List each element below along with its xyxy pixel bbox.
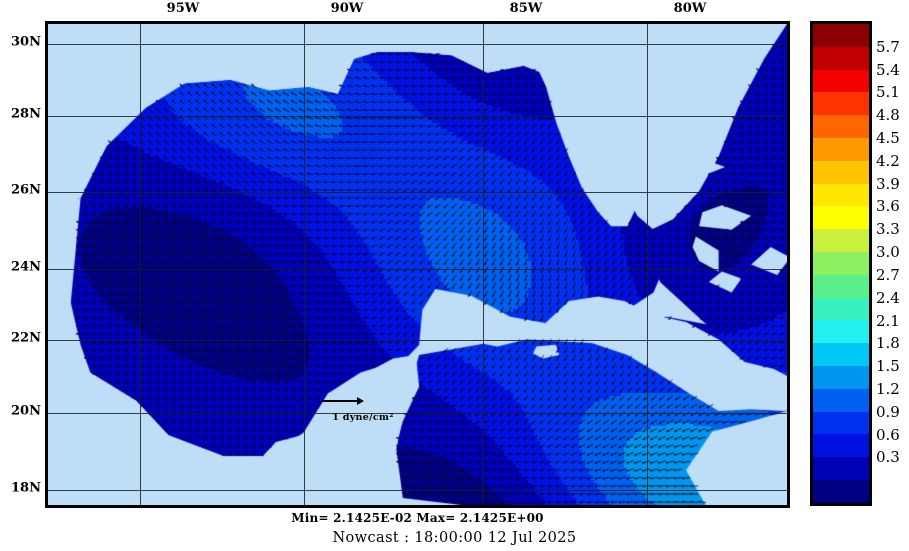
colorbar-tick-label: 2.4 xyxy=(876,288,900,307)
colorbar-band xyxy=(813,24,869,47)
colorbar-band xyxy=(813,160,869,184)
map-plot-area[interactable]: 1 dyne/cm² xyxy=(45,21,790,508)
nowcast-timestamp: Nowcast : 18:00:00 12 Jul 2025 xyxy=(332,530,577,546)
right-arrow-icon xyxy=(321,396,367,406)
lon-tick-label: 85W xyxy=(509,1,543,16)
colorbar-tick-label: 3.0 xyxy=(876,243,900,262)
vector-key-label: 1 dyne/cm² xyxy=(332,412,394,423)
arrow-shaft xyxy=(321,400,361,402)
lon-tick-label: 95W xyxy=(166,1,200,16)
colorbar-band xyxy=(813,206,869,230)
colorbar-band xyxy=(813,343,869,366)
colorbar-tick-label: 1.2 xyxy=(876,379,900,398)
colorbar-band xyxy=(813,434,869,458)
colorbar-band xyxy=(813,115,869,138)
latitude-axis: 30N 28N 26N 24N 22N 20N 18N xyxy=(0,0,45,551)
colorbar-tick-label: 5.4 xyxy=(876,60,900,79)
colorbar-band xyxy=(813,69,869,93)
colorbar-band xyxy=(813,183,869,207)
lat-tick-label: 26N xyxy=(11,182,41,198)
colorbar-tick-label: 0.9 xyxy=(876,402,900,421)
colorbar-band xyxy=(813,365,869,389)
colorbar-tick-label: 4.5 xyxy=(876,129,900,148)
lon-tick-label: 90W xyxy=(330,1,364,16)
gridline-lat-22n xyxy=(48,340,787,341)
colorbar-band xyxy=(813,320,869,344)
lat-tick-label: 22N xyxy=(11,330,41,346)
colorbar-band xyxy=(813,411,869,435)
gridline-lat-26n xyxy=(48,192,787,193)
colorbar-tick-labels: 5.7 5.4 5.1 4.8 4.5 4.2 3.9 3.6 3.3 3.0 2.7 2.4 2.1 1… xyxy=(876,21,909,506)
gridline-lat-30n xyxy=(48,44,787,45)
colorbar-band xyxy=(813,251,869,275)
lat-tick-label: 18N xyxy=(11,480,41,496)
colorbar-band xyxy=(813,457,869,480)
gridline-lon-80w xyxy=(647,24,648,505)
colorbar-tick-label: 2.7 xyxy=(876,265,900,284)
lat-tick-label: 30N xyxy=(11,34,41,50)
gridline-lat-18n xyxy=(48,490,787,491)
colorbar-band xyxy=(813,46,869,70)
colorbar-tick-label: 1.5 xyxy=(876,357,900,376)
colorbar-band xyxy=(813,92,869,116)
colorbar-band xyxy=(813,274,869,298)
colorbar-tick-label: 0.3 xyxy=(876,448,900,467)
lat-tick-label: 24N xyxy=(11,259,41,275)
longitude-axis: 95W 90W 85W 80W xyxy=(0,0,909,21)
colorbar-band xyxy=(813,479,869,503)
map-canvas-container: 1 dyne/cm² xyxy=(48,24,787,505)
lat-tick-label: 28N xyxy=(11,106,41,122)
colorbar-band xyxy=(813,137,869,161)
colorbar-tick-label: 3.3 xyxy=(876,220,900,239)
gridline-lat-24n xyxy=(48,269,787,270)
lon-tick-label: 80W xyxy=(673,1,707,16)
arrow-head xyxy=(357,396,364,405)
wind-stress-field xyxy=(48,24,787,505)
colorbar-tick-label: 2.1 xyxy=(876,311,900,330)
colorbar-gradient xyxy=(810,21,872,506)
colorbar-band xyxy=(813,388,869,412)
colorbar-tick-label: 4.2 xyxy=(876,151,900,170)
vector-scale-key: 1 dyne/cm² xyxy=(313,388,413,434)
lat-tick-label: 20N xyxy=(11,403,41,419)
colorbar-tick-label: 5.7 xyxy=(876,37,900,56)
colorbar-legend: 5.7 5.4 5.1 4.8 4.5 4.2 3.9 3.6 3.3 3.0 2.7 2.4 2.1 1… xyxy=(810,21,909,508)
colorbar-band xyxy=(813,229,869,252)
gridline-lon-85w xyxy=(483,24,484,505)
gridline-lon-90w xyxy=(304,24,305,505)
gridline-lat-28n xyxy=(48,116,787,117)
colorbar-tick-label: 5.1 xyxy=(876,83,900,102)
gridline-lat-20n xyxy=(48,413,787,414)
gridline-lon-95w xyxy=(140,24,141,505)
colorbar-tick-label: 4.8 xyxy=(876,106,900,125)
min-max-stats: Min= 2.1425E-02 Max= 2.1425E+00 xyxy=(291,511,544,525)
colorbar-tick-label: 3.6 xyxy=(876,197,900,216)
colorbar-tick-label: 0.6 xyxy=(876,425,900,444)
colorbar-tick-label: 1.8 xyxy=(876,334,900,353)
colorbar-tick-label: 3.9 xyxy=(876,174,900,193)
colorbar-band xyxy=(813,297,869,321)
